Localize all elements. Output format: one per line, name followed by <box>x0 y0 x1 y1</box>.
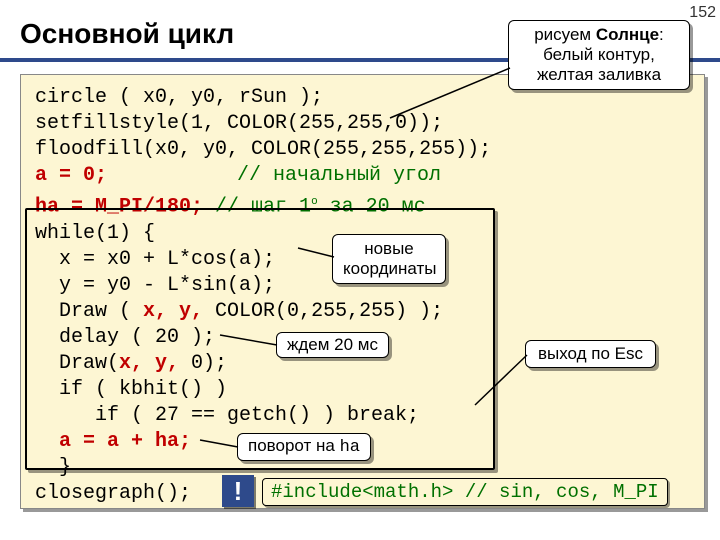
code-line: floodfill(x0, y0, COLOR(255,255,255)); <box>35 138 491 161</box>
callout-wait: ждем 20 мс <box>276 332 389 358</box>
callout-coords: новые координаты <box>332 234 446 284</box>
code-comment: // начальный угол <box>237 164 441 187</box>
code-line: circle ( x0, y0, rSun ); <box>35 86 323 109</box>
code-line: closegraph(); <box>35 482 191 505</box>
slide-title: Основной цикл <box>20 18 234 50</box>
include-hint: #include<math.h> // sin, cos, M_PI <box>262 478 668 506</box>
callout-sun: рисуем Солнце: белый контур, желтая зали… <box>508 20 690 90</box>
exclaim-icon: ! <box>222 475 254 507</box>
degree: o <box>311 196 318 208</box>
callout-turn: поворот на ha <box>237 433 371 461</box>
code-line: setfillstyle(1, COLOR(255,255,0)); <box>35 112 443 135</box>
callout-esc: выход по Esc <box>525 340 656 368</box>
page-number: 152 <box>689 4 716 22</box>
code-line-red: a = 0; <box>35 164 107 187</box>
